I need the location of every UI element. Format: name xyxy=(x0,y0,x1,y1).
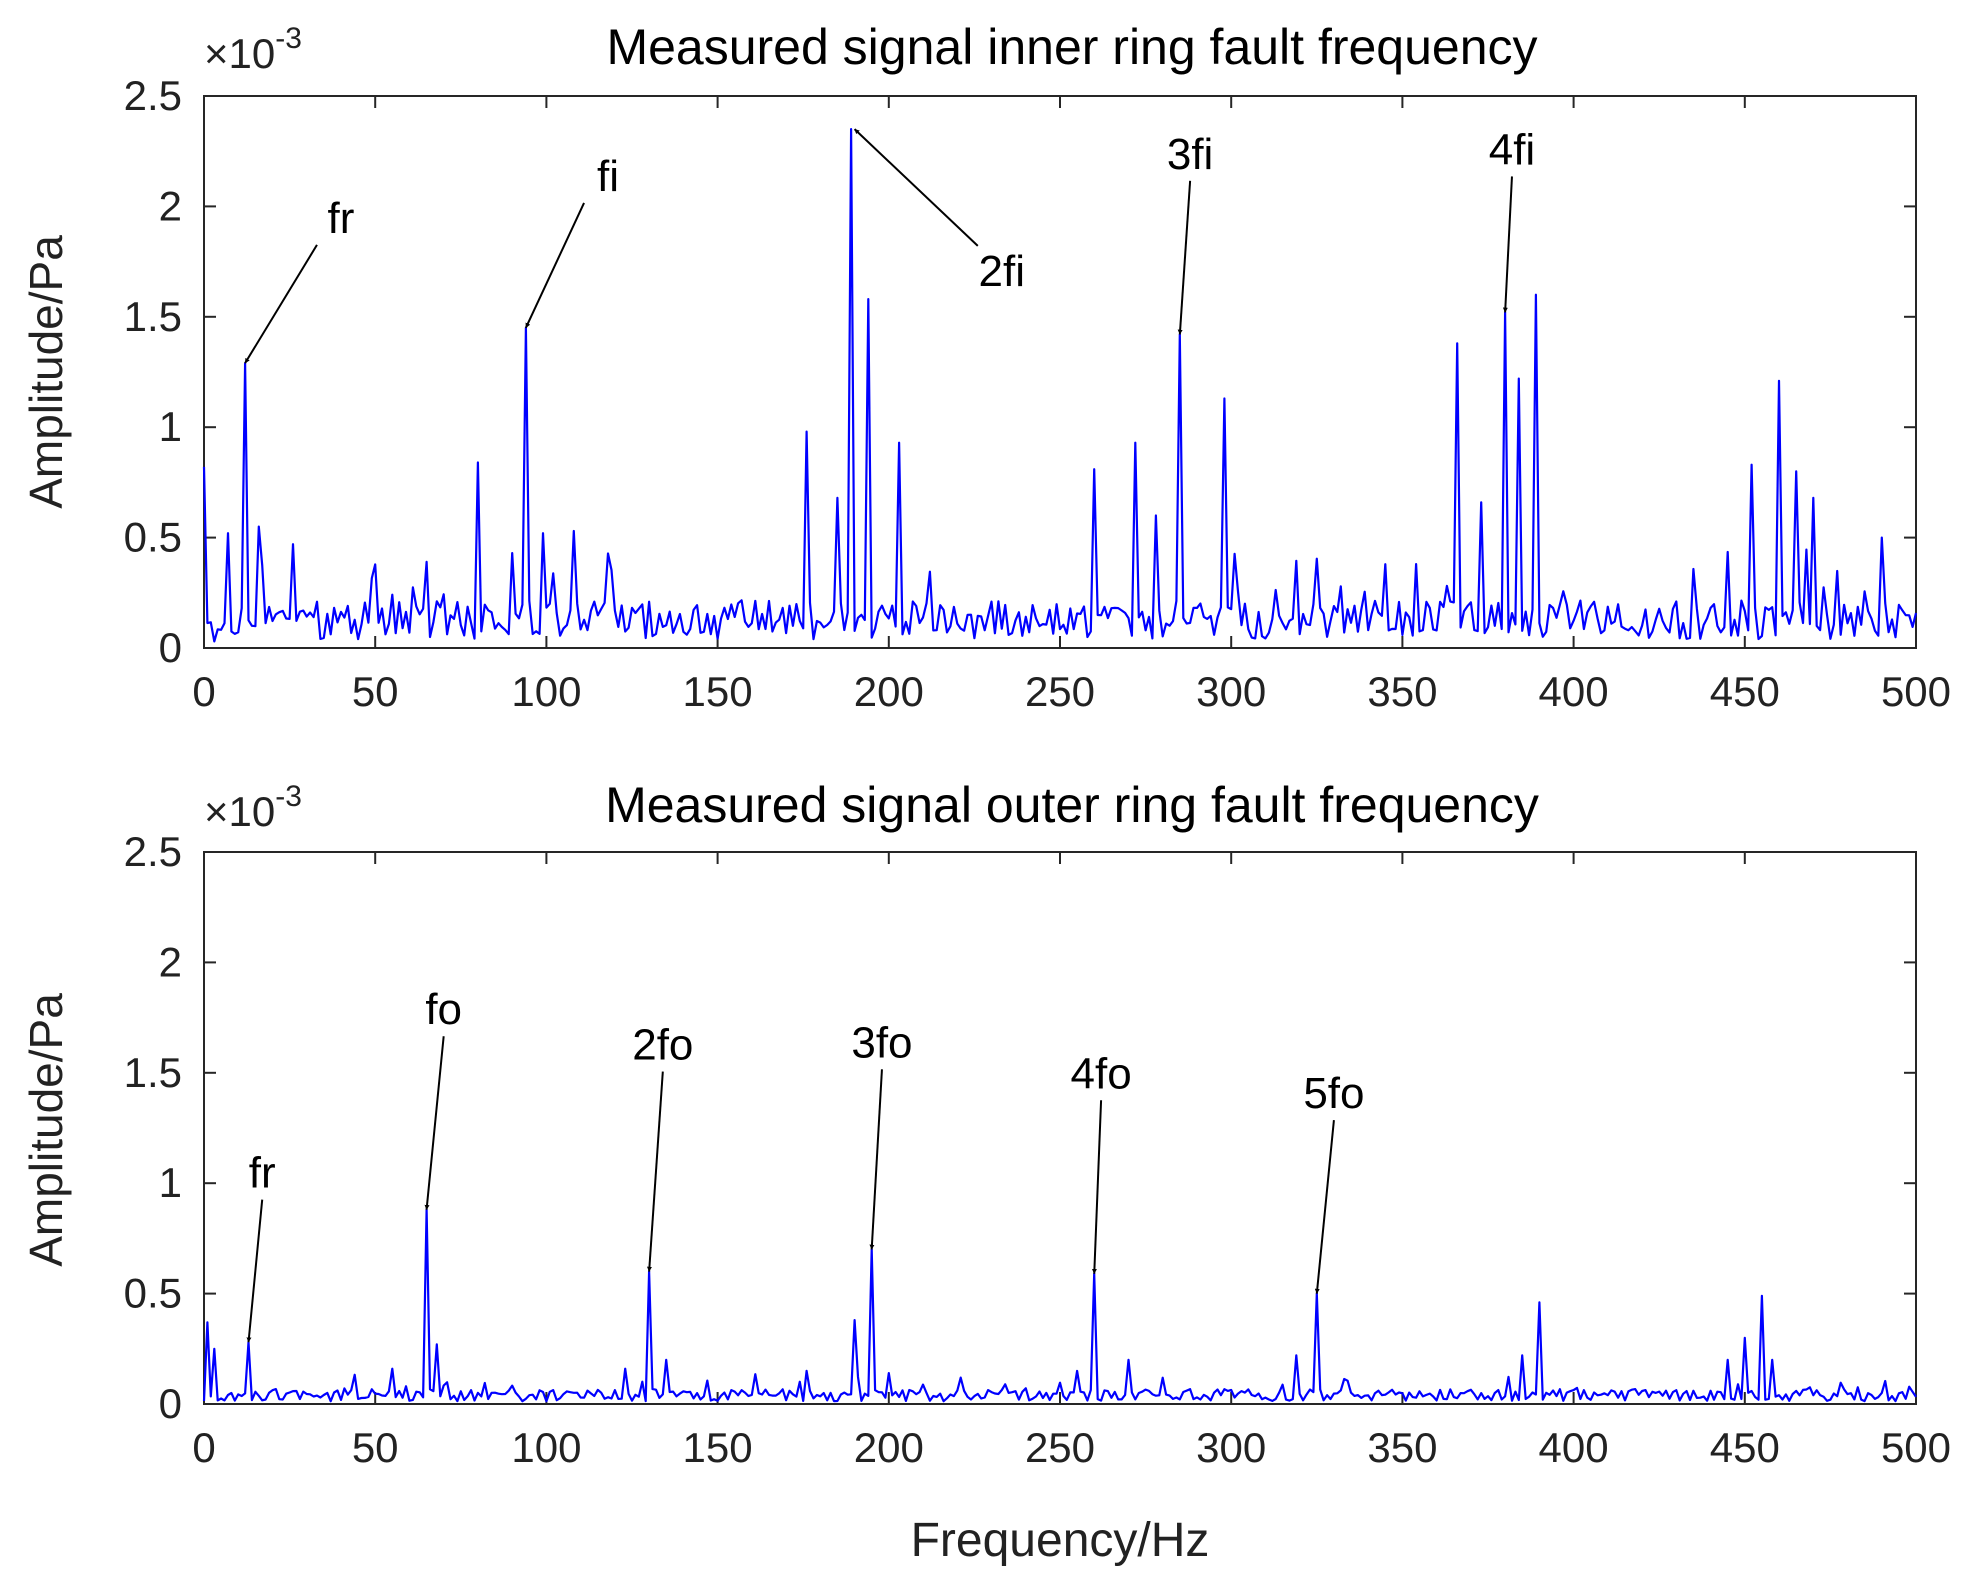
top-spectrum-line xyxy=(202,128,1918,643)
top-xtick-label: 0 xyxy=(192,668,215,715)
x-axis-label: Frequency/Hz xyxy=(911,1514,1210,1567)
bottom-annotation-2fo: 2fo xyxy=(632,1021,693,1070)
top-xtick-label: 400 xyxy=(1539,668,1609,715)
top-ytick-label: 0 xyxy=(159,624,182,671)
bottom-arrow-5fo xyxy=(1314,1120,1335,1294)
bottom-panel: Measured signal outer ring fault frequen… xyxy=(20,777,1951,1567)
bottom-xtick-label: 150 xyxy=(683,1424,753,1471)
bottom-annotations: fr fo 2fo 3fo 4fo 5fo xyxy=(246,985,1365,1343)
bottom-annotation-3fo: 3fo xyxy=(851,1018,912,1067)
bottom-xtick-label: 450 xyxy=(1710,1424,1780,1471)
top-ytick-label: 2 xyxy=(159,182,182,229)
top-annotation-fi: fi xyxy=(597,152,619,201)
bottom-xtick-label: 50 xyxy=(352,1424,399,1471)
bottom-ytick-label: 2.5 xyxy=(124,828,182,875)
bottom-xtick-label: 100 xyxy=(511,1424,581,1471)
top-ytick-label: 0.5 xyxy=(124,514,182,561)
bottom-annotation-fr: fr xyxy=(249,1149,276,1198)
bottom-arrow-fo xyxy=(424,1036,445,1210)
bottom-xtick-label: 250 xyxy=(1025,1424,1095,1471)
bottom-annotation-4fo: 4fo xyxy=(1071,1049,1132,1098)
bottom-xtick-label: 200 xyxy=(854,1424,924,1471)
bottom-xtick-label: 500 xyxy=(1881,1424,1951,1471)
bottom-chart-title: Measured signal outer ring fault frequen… xyxy=(605,777,1539,833)
top-xtick-label: 100 xyxy=(511,668,581,715)
top-y-axis-label: Amplitude/Pa xyxy=(20,235,72,509)
top-xtick-label: 200 xyxy=(854,668,924,715)
bottom-ticks: 0 50 100 150 200 250 300 350 400 450 500 0 0.5 1 1.5 2 2… xyxy=(124,828,1951,1471)
top-ytick-label: 1.5 xyxy=(124,293,182,340)
top-annotation-3fi: 3fi xyxy=(1167,130,1213,179)
top-xtick-label: 350 xyxy=(1367,668,1437,715)
bottom-xtick-label: 300 xyxy=(1196,1424,1266,1471)
top-annotation-4fi: 4fi xyxy=(1489,125,1535,174)
top-xtick-label: 50 xyxy=(352,668,399,715)
top-panel: Measured signal inner ring fault frequen… xyxy=(20,19,1951,715)
top-xtick-label: 450 xyxy=(1710,668,1780,715)
top-xtick-label: 500 xyxy=(1881,668,1951,715)
bottom-ytick-label: 1 xyxy=(159,1159,182,1206)
bottom-arrow-3fo xyxy=(869,1069,883,1250)
bottom-xtick-label: 400 xyxy=(1539,1424,1609,1471)
top-ticks: 0 50 100 150 200 250 300 350 400 450 500 0 0.5 1 1.5 2 2… xyxy=(124,72,1951,715)
bottom-xtick-label: 350 xyxy=(1367,1424,1437,1471)
bottom-ytick-label: 0 xyxy=(159,1380,182,1427)
top-arrow-fi xyxy=(524,202,585,329)
bottom-ytick-label: 0.5 xyxy=(124,1270,182,1317)
top-arrow-fr xyxy=(244,244,318,364)
bottom-arrow-4fo xyxy=(1091,1100,1103,1274)
bottom-plot-frame xyxy=(203,851,1917,1405)
bottom-spectrum-line xyxy=(202,1208,1917,1403)
bottom-y-axis-label: Amplitude/Pa xyxy=(20,993,72,1267)
bottom-arrow-2fo xyxy=(646,1071,664,1272)
bottom-annotation-5fo: 5fo xyxy=(1303,1069,1364,1118)
top-xtick-label: 150 xyxy=(683,668,753,715)
top-arrow-3fi xyxy=(1177,180,1192,335)
bottom-y-exponent: ×10-3 xyxy=(204,780,302,835)
bottom-ytick-label: 1.5 xyxy=(124,1049,182,1096)
bottom-annotation-fo: fo xyxy=(425,985,462,1034)
top-arrow-4fi xyxy=(1502,176,1513,313)
top-chart-title: Measured signal inner ring fault frequen… xyxy=(606,19,1537,75)
top-annotations: fr fi 2fi 3fi 4fi xyxy=(244,125,1535,364)
top-ytick-label: 2.5 xyxy=(124,72,182,119)
bottom-ytick-label: 2 xyxy=(159,938,182,985)
top-y-exponent: ×10-3 xyxy=(204,22,302,77)
bottom-arrow-fr xyxy=(246,1199,264,1343)
top-xtick-label: 300 xyxy=(1196,668,1266,715)
top-annotation-2fi: 2fi xyxy=(979,247,1025,296)
top-arrow-2fi xyxy=(853,128,979,247)
bottom-xtick-label: 0 xyxy=(192,1424,215,1471)
top-ytick-label: 1 xyxy=(159,403,182,450)
top-xtick-label: 250 xyxy=(1025,668,1095,715)
top-annotation-fr: fr xyxy=(328,194,355,243)
top-plot-frame xyxy=(203,95,1917,649)
